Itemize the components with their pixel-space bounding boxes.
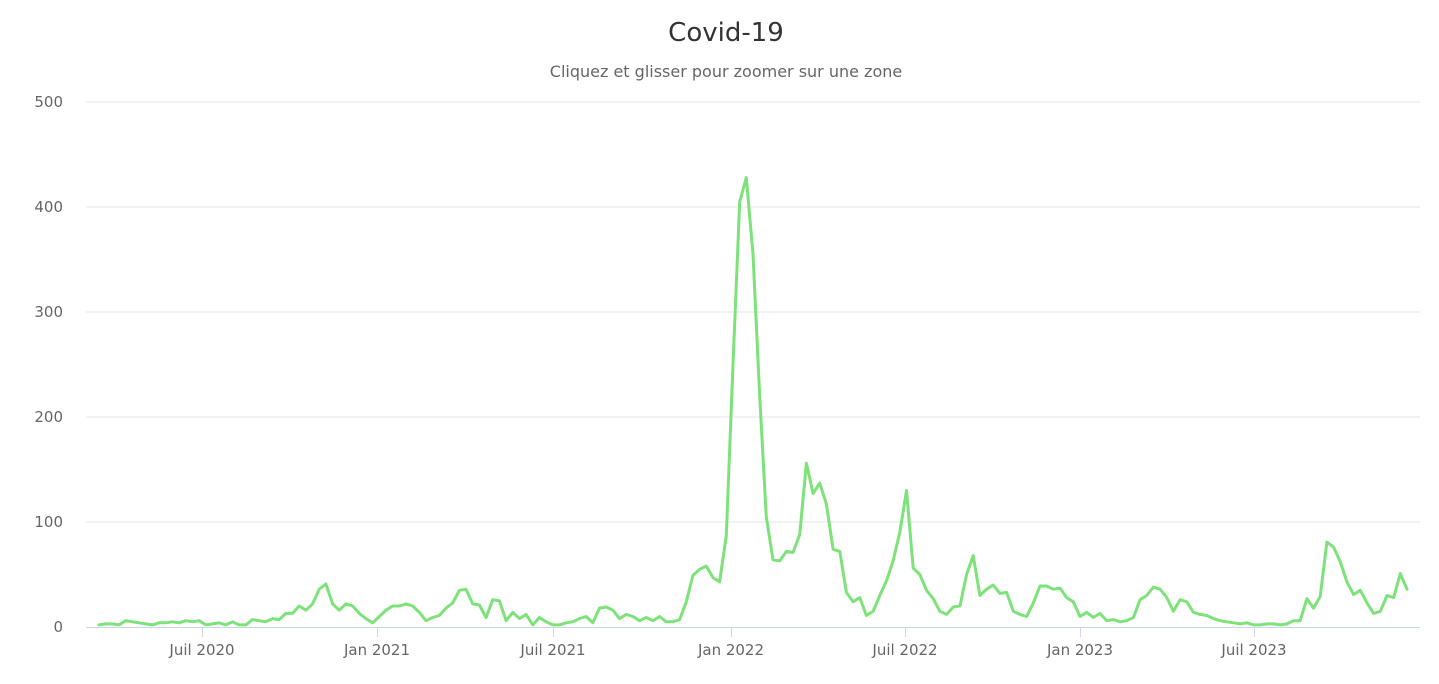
series-line-covid[interactable] [97, 176, 1409, 627]
x-tick-label: Juil 2020 [168, 641, 234, 659]
chart-subtitle: Cliquez et glisser pour zoomer sur une z… [549, 62, 903, 81]
x-tick-label: Jan 2021 [343, 641, 410, 659]
grid-lines [86, 101, 1420, 523]
y-tick-label: 300 [34, 303, 63, 321]
chart-title: Covid-19 [668, 18, 784, 48]
x-tick-label: Jan 2023 [1046, 641, 1113, 659]
y-tick-label: 0 [53, 618, 63, 636]
y-tick-label: 400 [34, 198, 63, 216]
x-axis: Juil 2020 Jan 2021 Juil 2021 Jan 2022 Juil 2… [86, 627, 1420, 659]
y-tick-label: 500 [34, 93, 63, 111]
x-tick-label: Jan 2022 [697, 641, 764, 659]
y-tick-label: 200 [34, 408, 63, 426]
y-axis-labels: 0 100 200 300 400 500 [34, 93, 63, 636]
y-tick-label: 100 [34, 513, 63, 531]
x-tick-label: Juil 2023 [1220, 641, 1286, 659]
x-tick-label: Juil 2021 [519, 641, 585, 659]
x-tick-label: Juil 2022 [871, 641, 937, 659]
